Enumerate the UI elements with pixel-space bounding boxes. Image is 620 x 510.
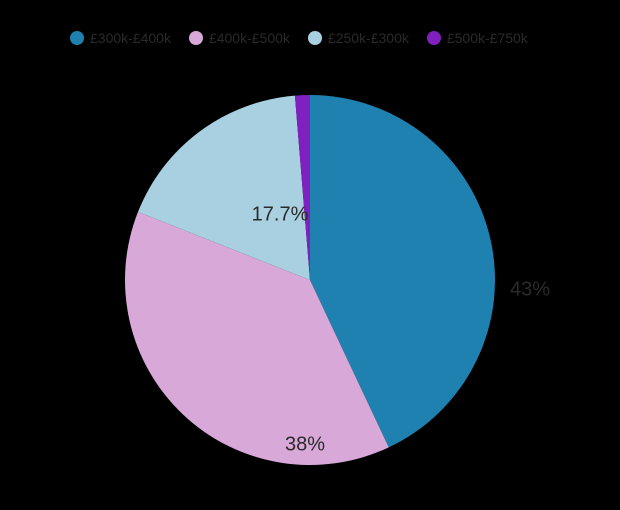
pie-chart: 43%38%17.7% [110,80,510,480]
legend-item: £500k-£750k [427,30,528,46]
legend-item: £400k-£500k [189,30,290,46]
legend-label: £500k-£750k [447,30,528,46]
legend-label: £250k-£300k [328,30,409,46]
legend-item: £300k-£400k [70,30,171,46]
legend-dot [70,31,84,45]
legend-label: £400k-£500k [209,30,290,46]
legend: £300k-£400k £400k-£500k £250k-£300k £500… [70,30,528,46]
legend-item: £250k-£300k [308,30,409,46]
slice-label: 43% [510,279,550,302]
pie-svg [110,80,510,480]
legend-dot [189,31,203,45]
legend-dot [427,31,441,45]
slice-label: 17.7% [252,204,309,227]
legend-dot [308,31,322,45]
slice-label: 38% [285,434,325,457]
legend-label: £300k-£400k [90,30,171,46]
